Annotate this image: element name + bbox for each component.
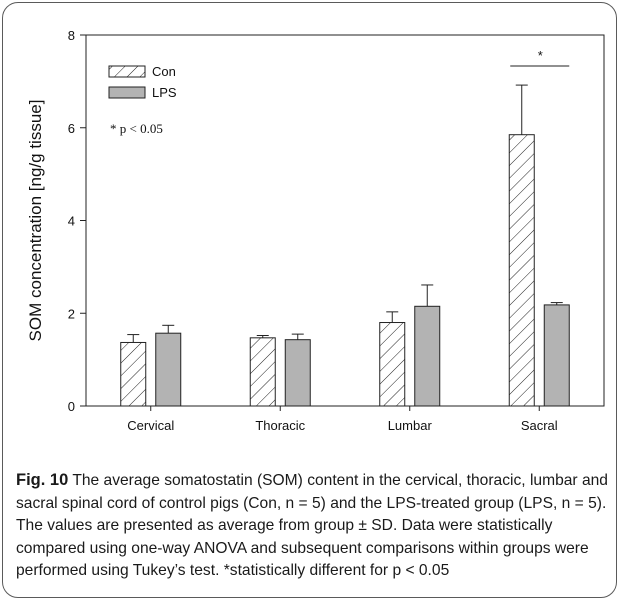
- bar-lps: [414, 305, 441, 407]
- y-tick-label: 8: [68, 28, 75, 43]
- bar-lps: [284, 339, 311, 407]
- bar-lps: [543, 304, 570, 407]
- bar-con: [249, 337, 276, 407]
- bar-chart: 0 2 4 6 8 Cervical Thoracic Lumbar Sacral Con LP…: [26, 28, 605, 433]
- bar-lps: [155, 332, 182, 407]
- plot-area: 0 2 4 6 8 Cervical Thoracic Lumbar Sacral Con LP…: [68, 28, 605, 433]
- figure-caption: Fig. 10 The average somatostatin (SOM) c…: [16, 469, 616, 583]
- bar-con: [120, 341, 147, 407]
- legend-swatch-con: [108, 65, 146, 78]
- legend-swatch-lps: [108, 86, 146, 99]
- bar-con: [379, 322, 406, 407]
- legend-label: LPS: [152, 85, 177, 100]
- significance-star: *: [538, 48, 543, 63]
- x-tick-label: Sacral: [521, 418, 558, 433]
- y-tick-label: 0: [68, 399, 75, 414]
- legend: Con LPS: [108, 64, 177, 100]
- figure-frame: [2, 2, 617, 598]
- y-tick-label: 6: [68, 121, 75, 136]
- x-tick-label: Lumbar: [388, 418, 433, 433]
- bar-series: [120, 84, 570, 407]
- figure-label: Fig. 10: [16, 471, 69, 489]
- y-tick-label: 2: [68, 306, 75, 321]
- bar-con: [508, 134, 535, 407]
- y-tick-label: 4: [68, 214, 75, 229]
- significance-note: * p < 0.05: [110, 121, 163, 136]
- significance-marker: *: [510, 48, 570, 67]
- x-tick-label: Cervical: [127, 418, 174, 433]
- caption-text: The average somatostatin (SOM) content i…: [16, 472, 608, 579]
- y-axis: 0 2 4 6 8: [68, 28, 86, 414]
- x-tick-label: Thoracic: [255, 418, 305, 433]
- x-axis: Cervical Thoracic Lumbar Sacral: [127, 406, 558, 433]
- legend-label: Con: [152, 64, 176, 79]
- y-axis-label: SOM concentration [ng/g tissue]: [26, 100, 45, 342]
